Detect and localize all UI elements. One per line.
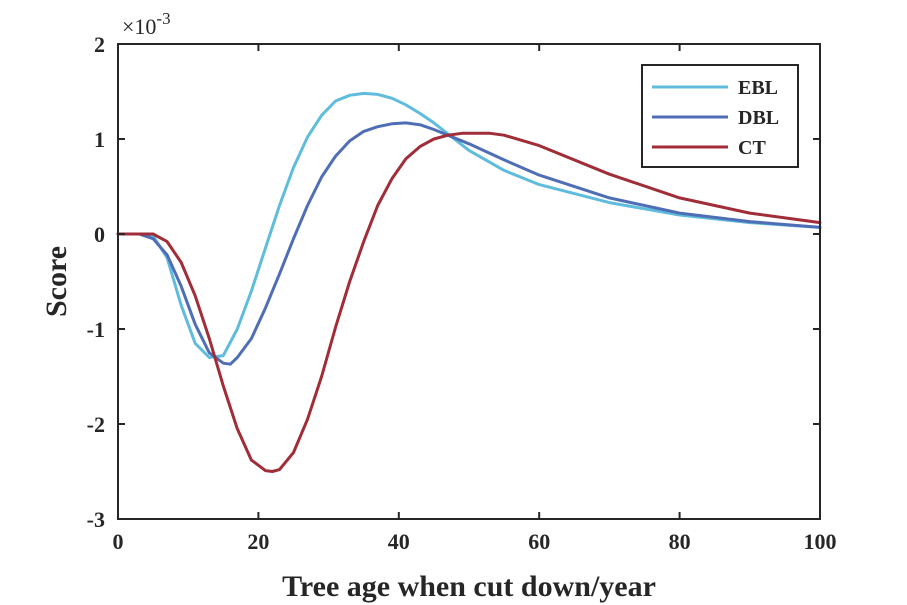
y-tick-label: 1: [94, 127, 105, 152]
x-tick-label: 0: [113, 529, 124, 554]
y-tick-label: 2: [94, 32, 105, 57]
y-axis-exponent: ×10-3: [122, 9, 171, 39]
x-axis-label: Tree age when cut down/year: [282, 570, 656, 603]
series-line-dbl: [116, 121, 822, 366]
y-tick-label: -2: [87, 412, 105, 437]
series-line-ebl: [116, 91, 822, 359]
axes-box: [117, 43, 821, 520]
legend: EBL DBL CT: [641, 64, 799, 168]
x-tick-label: 40: [388, 529, 410, 554]
y-tick-label: -3: [87, 507, 105, 532]
y-tick-label: 0: [94, 222, 105, 247]
exponent-power: -3: [156, 9, 170, 28]
ticks-layer: 0 20 40 60 80 100 -3 -2 -1 0 1 2: [87, 32, 837, 554]
x-tick-label: 80: [669, 529, 691, 554]
legend-label-ct: CT: [738, 137, 766, 159]
y-axis-label: Score: [40, 246, 73, 317]
legend-label-dbl: DBL: [738, 107, 779, 129]
legend-label-ebl: EBL: [738, 77, 778, 99]
x-tick-label: 20: [247, 529, 269, 554]
x-tick-label: 100: [804, 529, 837, 554]
x-tick-label: 60: [528, 529, 550, 554]
y-tick-label: -1: [87, 317, 105, 342]
series-line-ct: [116, 131, 822, 473]
exponent-base: ×10: [122, 14, 156, 39]
axes-layer: [117, 43, 821, 520]
series-layer: [116, 91, 822, 473]
